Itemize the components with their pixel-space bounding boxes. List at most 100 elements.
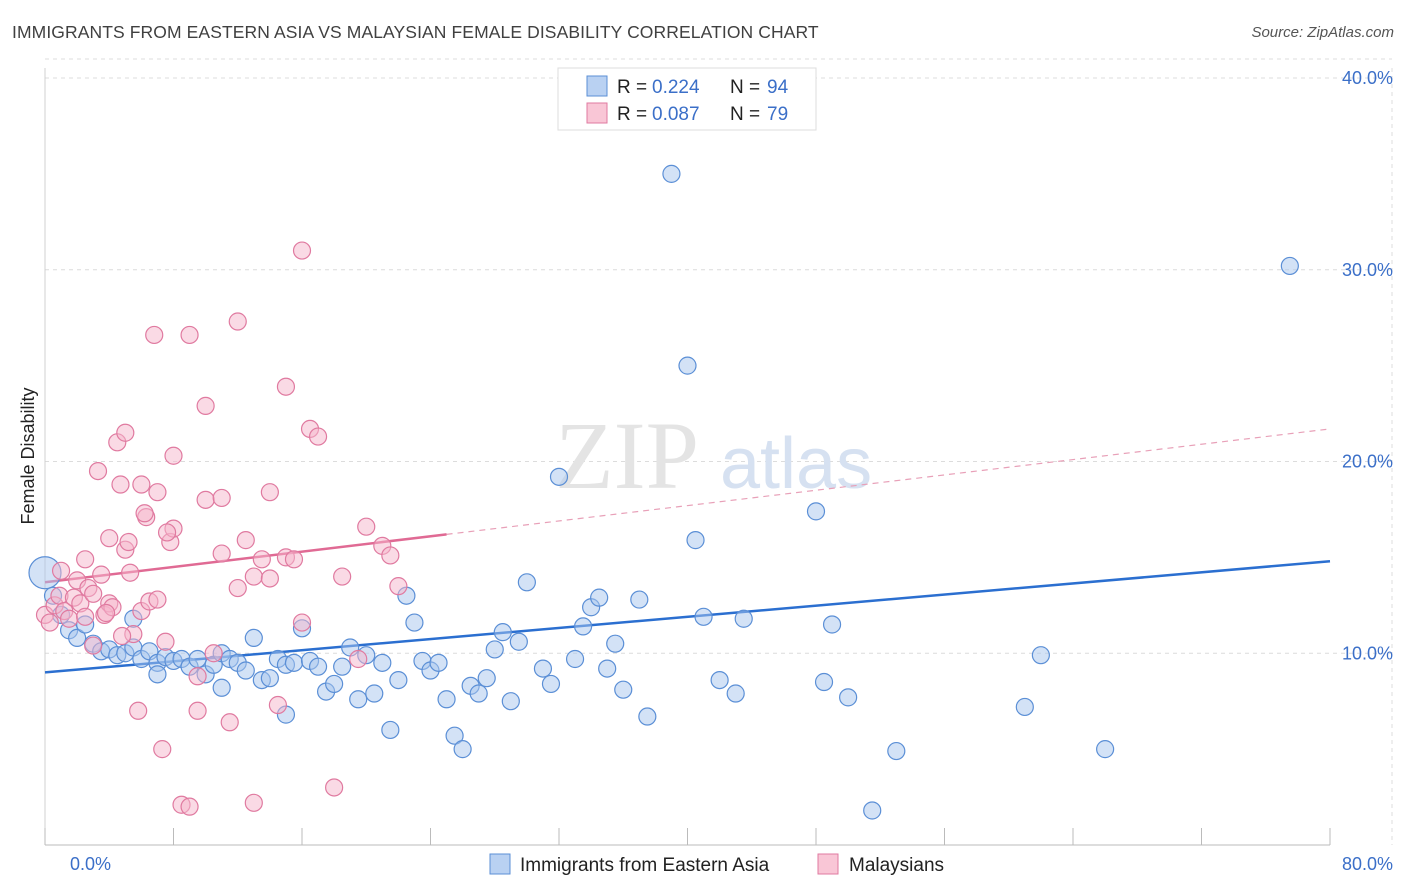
bottom-legend-swatch-pink	[817, 853, 839, 875]
data-point-blue	[284, 653, 304, 672]
data-point-blue	[638, 707, 657, 726]
data-point-blue	[887, 741, 906, 761]
data-point-pink	[260, 569, 279, 588]
data-point-blue	[236, 661, 255, 680]
y-tick-label: 20.0%	[1342, 452, 1393, 472]
data-point-pink	[349, 649, 368, 669]
data-point-blue	[1031, 646, 1050, 665]
bottom-legend: Immigrants from Eastern Asia Malaysians	[489, 853, 944, 876]
data-point-pink	[145, 325, 164, 345]
watermark-zip: ZIP	[555, 402, 699, 509]
data-point-pink	[188, 701, 207, 720]
data-point-blue	[325, 674, 344, 694]
data-point-pink	[92, 565, 111, 584]
data-point-pink	[111, 475, 130, 494]
legend-n-label-2: N =	[730, 104, 760, 125]
data-point-blue	[630, 590, 649, 609]
data-point-pink	[59, 609, 79, 628]
data-point-pink	[76, 550, 95, 569]
y-tick-label: 30.0%	[1342, 260, 1393, 280]
data-point-blue	[437, 690, 456, 709]
data-point-blue	[710, 670, 729, 690]
data-point-blue	[308, 657, 328, 676]
data-point-blue	[381, 720, 400, 740]
data-point-pink	[196, 396, 215, 415]
y-tick-label: 10.0%	[1342, 643, 1393, 663]
data-point-blue	[517, 573, 536, 592]
data-point-blue	[445, 726, 464, 745]
top-legend: R = 0.224 N = 94 R = 0.087 N = 79	[557, 67, 817, 131]
data-point-blue	[485, 640, 504, 659]
data-point-pink	[188, 667, 207, 686]
legend-n-value-2: 79	[767, 104, 788, 125]
bottom-legend-label-blue: Immigrants from Eastern Asia	[520, 855, 770, 876]
data-point-pink	[268, 695, 288, 715]
data-point-pink	[196, 490, 215, 509]
y-tick-label: 40.0%	[1342, 68, 1393, 88]
data-point-blue	[429, 653, 448, 672]
data-point-pink	[220, 713, 239, 732]
data-point-blue	[863, 801, 882, 820]
data-point-pink	[164, 446, 183, 465]
data-point-blue	[822, 615, 842, 634]
x-tick-label-max: 80.0%	[1342, 854, 1393, 874]
data-point-blue	[614, 680, 633, 699]
data-point-blue	[244, 628, 263, 648]
data-point-pink	[51, 561, 71, 580]
data-point-pink	[325, 778, 344, 797]
data-point-blue	[469, 684, 488, 703]
data-point-pink	[180, 797, 199, 816]
data-point-pink	[157, 523, 177, 542]
chart-title: IMMIGRANTS FROM EASTERN ASIA VS MALAYSIA…	[12, 22, 819, 42]
chart-source: Source: ZipAtlas.com	[1251, 24, 1394, 41]
data-point-pink	[84, 584, 103, 603]
data-point-blue	[509, 632, 528, 651]
data-point-pink	[96, 603, 116, 623]
data-point-blue	[565, 649, 585, 669]
data-point-pink	[84, 636, 103, 655]
data-point-pink	[135, 504, 154, 523]
data-point-pink	[333, 567, 352, 586]
data-point-pink	[244, 793, 263, 812]
data-point-blue	[365, 684, 384, 703]
data-point-pink	[260, 483, 279, 502]
data-point-pink	[212, 544, 231, 563]
data-point-pink	[40, 613, 59, 632]
data-point-blue	[598, 659, 617, 678]
data-point-pink	[292, 241, 312, 260]
data-point-blue	[662, 164, 681, 183]
data-point-pink	[284, 550, 304, 569]
data-point-blue	[1280, 256, 1299, 276]
data-point-pink	[129, 701, 148, 720]
data-point-pink	[308, 427, 328, 446]
legend-r-value-1: 0.224	[652, 77, 700, 98]
data-point-blue	[188, 649, 207, 669]
data-point-pink	[244, 567, 263, 586]
data-point-blue	[734, 609, 753, 628]
data-point-blue	[68, 628, 87, 648]
data-point-pink	[228, 578, 247, 598]
data-point-blue	[333, 657, 352, 676]
legend-swatch-pink	[586, 102, 608, 124]
data-point-blue	[501, 692, 520, 711]
data-points	[28, 164, 1299, 820]
data-point-pink	[389, 577, 408, 596]
data-point-blue	[726, 684, 745, 703]
data-point-pink	[204, 644, 223, 663]
x-ticks	[44, 828, 1331, 845]
data-point-pink	[228, 312, 247, 331]
data-point-pink	[212, 488, 231, 508]
data-point-pink	[148, 483, 167, 502]
bottom-legend-label-pink: Malaysians	[849, 855, 944, 876]
legend-r-label-1: R =	[617, 77, 647, 98]
grid-lines	[45, 58, 1393, 845]
data-point-blue	[260, 669, 279, 688]
data-point-blue	[453, 740, 472, 759]
legend-swatch-blue	[586, 75, 608, 97]
data-point-pink	[76, 607, 95, 626]
y-tick-labels: 10.0% 20.0% 30.0% 40.0%	[1342, 68, 1393, 663]
data-point-pink	[381, 546, 400, 565]
data-point-blue	[493, 623, 512, 642]
data-point-blue	[694, 607, 713, 626]
